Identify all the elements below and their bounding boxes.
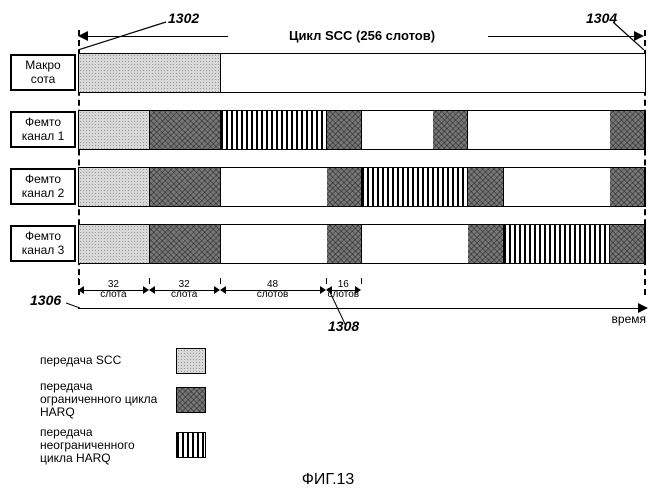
row-0: Макро сота	[10, 50, 646, 95]
callout-1306: 1306	[30, 292, 61, 308]
row-timeline	[78, 110, 646, 150]
segment-lim	[468, 168, 503, 206]
timing-diagram: 1302 1304 Цикл SCC (256 слотов) Макро со…	[10, 10, 646, 489]
row-3: Фемто канал 3	[10, 221, 646, 266]
segment-scc	[79, 168, 150, 206]
segment-lim	[610, 225, 645, 263]
row-label: Фемто канал 3	[10, 225, 76, 261]
axis-tick	[361, 278, 362, 284]
axis-seg-label: 32слота	[78, 280, 149, 300]
legend-swatch-scc	[176, 348, 206, 374]
segment-lim	[433, 111, 468, 149]
arrow-line-left	[88, 36, 228, 37]
axis-segment: 48слотов	[220, 284, 326, 296]
segment-lim	[150, 225, 221, 263]
row-label: Фемто канал 2	[10, 168, 76, 204]
axis-area: 32слота32слота48слотов16слотов время 130…	[78, 278, 646, 328]
segment-lim	[327, 111, 362, 149]
time-axis	[78, 308, 646, 309]
arrow-right	[634, 31, 644, 41]
leader-1306	[66, 300, 80, 310]
segment-scc	[79, 54, 221, 92]
legend-label-unl: передача неограниченного цикла HARQ	[40, 426, 170, 466]
row-label: Макро сота	[10, 54, 76, 90]
row-timeline	[78, 53, 646, 93]
legend-label-scc: передача SCC	[40, 354, 170, 367]
segment-unl	[362, 168, 468, 206]
segment-unl	[221, 111, 327, 149]
scc-cycle-title: Цикл SCC (256 слотов)	[289, 28, 435, 43]
legend-label-lim: передача ограниченного цикла HARQ	[40, 380, 170, 420]
segment-unl	[504, 225, 610, 263]
row-1: Фемто канал 1	[10, 107, 646, 152]
arrow-line-right	[488, 36, 634, 37]
row-timeline	[78, 224, 646, 264]
axis-seg-label: 48слотов	[220, 280, 326, 300]
segment-lim	[150, 111, 221, 149]
segment-lim	[327, 225, 362, 263]
row-2: Фемто канал 2	[10, 164, 646, 209]
segment-scc	[79, 111, 150, 149]
row-timeline	[78, 167, 646, 207]
figure-caption: ФИГ.13	[10, 471, 646, 489]
time-label: время	[612, 312, 646, 326]
header: 1302 1304 Цикл SCC (256 слотов)	[78, 10, 646, 50]
segment-scc	[79, 225, 150, 263]
legend-row-scc: передача SCC	[40, 348, 646, 374]
legend-row-lim: передача ограниченного цикла HARQ	[40, 380, 646, 420]
segment-lim	[610, 111, 645, 149]
legend-swatch-unl	[176, 432, 206, 458]
segment-lim	[610, 168, 645, 206]
axis-seg-label: 32слота	[149, 280, 220, 300]
legend-swatch-lim	[176, 387, 206, 413]
axis-segment: 32слота	[149, 284, 220, 296]
leader-1308	[326, 288, 356, 328]
segment-lim	[150, 168, 221, 206]
segment-lim	[327, 168, 362, 206]
legend: передача SCC передача ограниченного цикл…	[40, 348, 646, 465]
legend-row-unl: передача неограниченного цикла HARQ	[40, 426, 646, 466]
rows-container: Макро сота Фемто канал 1 Фемто канал 2 Фемт…	[10, 50, 646, 266]
axis-segment: 32слота	[78, 284, 149, 296]
segment-lim	[468, 225, 503, 263]
row-label: Фемто канал 1	[10, 111, 76, 147]
